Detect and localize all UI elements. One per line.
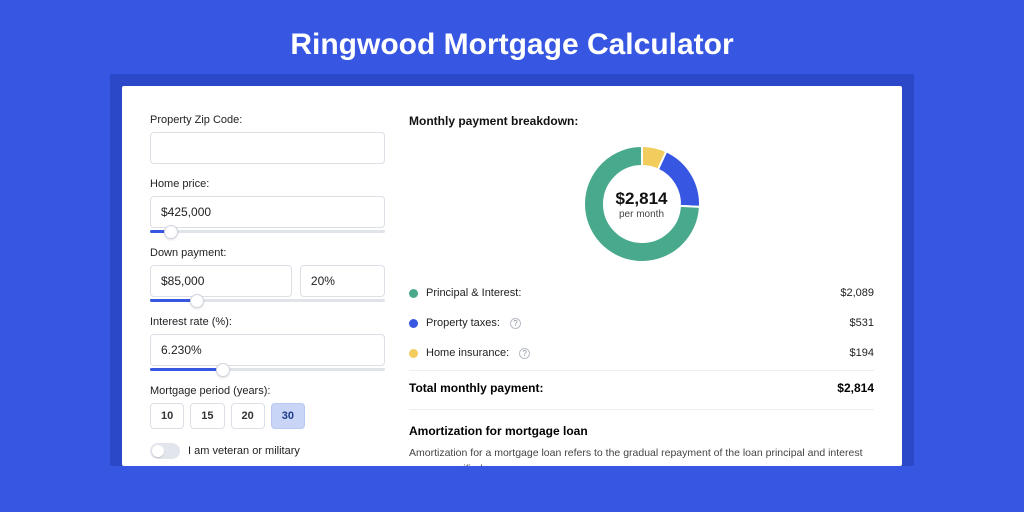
mortgage-period-label: Mortgage period (years): [150,385,385,397]
interest-rate-input[interactable] [150,334,385,366]
down-payment-slider-thumb[interactable] [190,294,204,308]
legend-swatch [409,349,418,358]
legend-label: Property taxes: [426,317,500,329]
input-panel: Property Zip Code: Home price: Down paym… [150,114,385,456]
breakdown-panel: Monthly payment breakdown: $2,814 per mo… [409,114,874,456]
legend-row: Principal & Interest: $2,089 [409,278,874,308]
legend-value: $194 [850,347,874,359]
amortization-title: Amortization for mortgage loan [409,409,874,438]
veteran-toggle[interactable] [150,443,180,459]
legend-label: Home insurance: [426,347,509,359]
home-price-input[interactable] [150,196,385,228]
veteran-label: I am veteran or military [188,445,300,457]
legend-row: Home insurance:? $194 [409,338,874,368]
home-price-slider[interactable] [150,230,385,233]
home-price-label: Home price: [150,178,385,190]
down-payment-field: Down payment: [150,247,385,302]
amortization-text: Amortization for a mortgage loan refers … [409,446,874,466]
total-label: Total monthly payment: [409,381,543,395]
info-icon[interactable]: ? [519,348,530,359]
home-price-slider-thumb[interactable] [164,225,178,239]
legend-left: Home insurance:? [409,347,530,359]
interest-rate-label: Interest rate (%): [150,316,385,328]
zip-label: Property Zip Code: [150,114,385,126]
donut-center: $2,814 per month [582,144,702,264]
down-payment-slider[interactable] [150,299,385,302]
legend-swatch [409,319,418,328]
breakdown-title: Monthly payment breakdown: [409,114,874,128]
legend-value: $2,089 [840,287,874,299]
zip-input[interactable] [150,132,385,164]
legend-row: Property taxes:? $531 [409,308,874,338]
legend-value: $531 [850,317,874,329]
period-btn-10[interactable]: 10 [150,403,184,429]
interest-rate-slider-fill [150,368,223,371]
total-value: $2,814 [837,381,874,395]
period-btn-30[interactable]: 30 [271,403,305,429]
legend-left: Principal & Interest: [409,287,521,299]
calculator-card: Property Zip Code: Home price: Down paym… [122,86,902,466]
zip-field: Property Zip Code: [150,114,385,164]
mortgage-period-buttons: 1015 2030 [150,403,385,429]
donut-sub: per month [619,209,664,220]
donut-amount: $2,814 [616,189,668,209]
mortgage-period-field: Mortgage period (years): 1015 2030 [150,385,385,429]
breakdown-legend: Principal & Interest: $2,089 Property taxe… [409,278,874,368]
veteran-toggle-row: I am veteran or military [150,443,385,459]
period-btn-20[interactable]: 20 [231,403,265,429]
down-payment-label: Down payment: [150,247,385,259]
payment-donut-chart: $2,814 per month [582,144,702,264]
calculator-outer-card: Property Zip Code: Home price: Down paym… [110,74,914,466]
down-payment-amount-input[interactable] [150,265,292,297]
interest-rate-field: Interest rate (%): [150,316,385,371]
legend-label: Principal & Interest: [426,287,521,299]
legend-swatch [409,289,418,298]
interest-rate-slider[interactable] [150,368,385,371]
legend-left: Property taxes:? [409,317,521,329]
down-payment-percent-input[interactable] [300,265,385,297]
page-title: Ringwood Mortgage Calculator [0,0,1024,74]
info-icon[interactable]: ? [510,318,521,329]
total-row: Total monthly payment: $2,814 [409,370,874,409]
veteran-toggle-knob [152,445,164,457]
home-price-field: Home price: [150,178,385,233]
donut-wrap: $2,814 per month [409,140,874,278]
interest-rate-slider-thumb[interactable] [216,363,230,377]
period-btn-15[interactable]: 15 [190,403,224,429]
